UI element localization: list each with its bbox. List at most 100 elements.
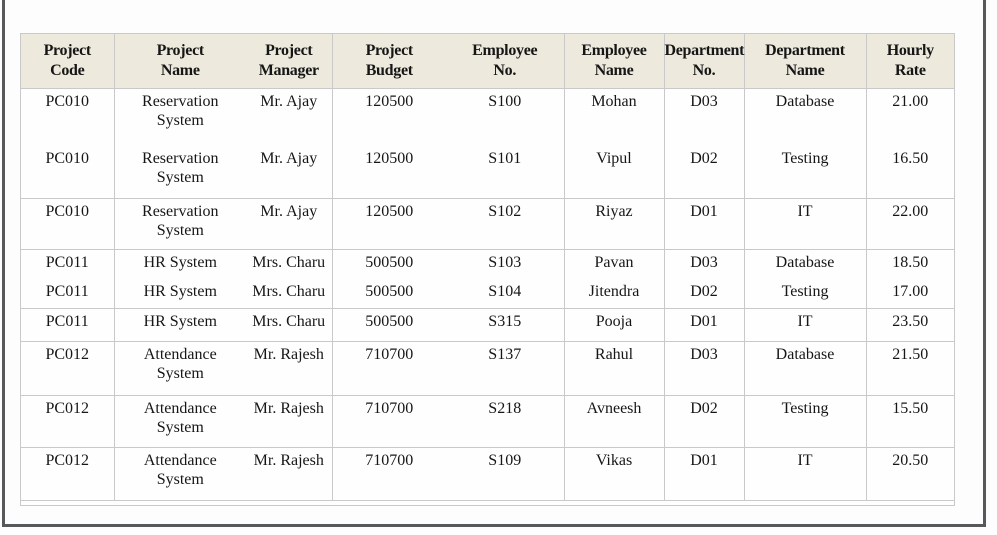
cell-department-name: Database [744, 249, 867, 279]
table-row: PC012 Attendance System Mr. Rajesh 710700 S1… [21, 341, 954, 396]
header-project-budget: Project Budget [332, 34, 446, 89]
cell-project-name: Attendance System [114, 447, 246, 501]
cell-project-manager: Mrs. Charu [246, 308, 333, 342]
cell-project-code: PC012 [21, 341, 115, 396]
cell-department-no: D03 [664, 341, 745, 396]
cell-employee-name: Pooja [564, 308, 665, 342]
cell-project-budget: 120500 [332, 145, 446, 199]
table-row: PC012 Attendance System Mr. Rajesh 710700 S2… [21, 395, 954, 448]
table-row: PC010 Reservation System Mr. Ajay 120500 S10… [21, 88, 954, 146]
table-body: PC010 Reservation System Mr. Ajay 120500 S10… [21, 88, 954, 505]
cell-project-manager: Mr. Rajesh [246, 341, 333, 396]
cell-project-manager: Mrs. Charu [246, 249, 333, 279]
cell-employee-no: S103 [446, 249, 565, 279]
cell-department-no: D03 [664, 88, 745, 146]
cell-employee-name: Avneesh [564, 395, 665, 448]
header-project-name: Project Name [114, 34, 246, 89]
cell-department-no: D01 [664, 308, 745, 342]
cell-department-no: D01 [664, 447, 745, 501]
cell-project-code: PC011 [21, 278, 115, 309]
cell-employee-no: S109 [446, 447, 565, 501]
cell-department-name: IT [744, 447, 867, 501]
header-department-name: Department Name [744, 34, 867, 89]
cell-project-name: HR System [114, 308, 246, 342]
cell-project-manager: Mr. Ajay [246, 88, 333, 146]
cell-employee-no: S100 [446, 88, 565, 146]
cell-hourly-rate: 15.50 [866, 395, 954, 448]
cell-project-code: PC010 [21, 198, 115, 250]
cell-project-budget: 500500 [332, 308, 446, 342]
cell-project-code: PC011 [21, 249, 115, 279]
cell-employee-no: S101 [446, 145, 565, 199]
cell-employee-name: Pavan [564, 249, 665, 279]
table-row: PC010 Reservation System Mr. Ajay 120500 S10… [21, 145, 954, 199]
cell-department-name: Database [744, 341, 867, 396]
cell-project-name: Attendance System [114, 395, 246, 448]
cell-employee-no: S104 [446, 278, 565, 309]
cell-department-no: D01 [664, 198, 745, 250]
cell-employee-name: Mohan [564, 88, 665, 146]
header-hourly-rate: Hourly Rate [866, 34, 954, 89]
cell-department-name: Testing [744, 278, 867, 309]
cell-employee-no: S102 [446, 198, 565, 250]
cell-project-name: Reservation System [114, 145, 246, 199]
cell-department-no: D02 [664, 145, 745, 199]
cell-project-manager: Mr. Ajay [246, 145, 333, 199]
cell-department-name: IT [744, 198, 867, 250]
cell-project-name: HR System [114, 249, 246, 279]
cell-project-budget: 120500 [332, 88, 446, 146]
header-employee-no: Employee No. [446, 34, 565, 89]
cell-hourly-rate: 16.50 [866, 145, 954, 199]
cell-department-no: D02 [664, 278, 745, 309]
table-header: Project Code Project Name Project Manager Proj… [21, 34, 954, 89]
table-row: PC012 Attendance System Mr. Rajesh 710700 S1… [21, 447, 954, 501]
cell-employee-name: Vipul [564, 145, 665, 199]
cell-department-name: Testing [744, 145, 867, 199]
cell-department-no: D02 [664, 395, 745, 448]
table-row: PC010 Reservation System Mr. Ajay 120500 S10… [21, 198, 954, 250]
project-employee-report-table: Project Code Project Name Project Manager Proj… [21, 34, 954, 505]
cell-project-code: PC010 [21, 88, 115, 146]
cell-employee-name: Vikas [564, 447, 665, 501]
cell-project-budget: 120500 [332, 198, 446, 250]
table-row: PC011 HR System Mrs. Charu 500500 S104 Jitend… [21, 278, 954, 309]
cell-project-name: Attendance System [114, 341, 246, 396]
table-row: PC011 HR System Mrs. Charu 500500 S103 Pavan D… [21, 249, 954, 279]
cell-department-name: IT [744, 308, 867, 342]
cell-department-no: D03 [664, 249, 745, 279]
cell-project-name: HR System [114, 278, 246, 309]
table-row: PC011 HR System Mrs. Charu 500500 S315 Pooja D… [21, 308, 954, 342]
cell-employee-name: Riyaz [564, 198, 665, 250]
cell-hourly-rate: 20.50 [866, 447, 954, 501]
cell-project-manager: Mr. Ajay [246, 198, 333, 250]
cell-project-code: PC012 [21, 447, 115, 501]
cell-employee-name: Jitendra [564, 278, 665, 309]
header-row: Project Code Project Name Project Manager Proj… [21, 34, 954, 89]
cell-project-code: PC012 [21, 395, 115, 448]
cell-project-budget: 500500 [332, 278, 446, 309]
cell-hourly-rate: 18.50 [866, 249, 954, 279]
cell-hourly-rate: 22.00 [866, 198, 954, 250]
cell-hourly-rate: 23.50 [866, 308, 954, 342]
cell-project-name: Reservation System [114, 88, 246, 146]
cell-project-name: Reservation System [114, 198, 246, 250]
cell-project-code: PC010 [21, 145, 115, 199]
cell-project-manager: Mr. Rajesh [246, 395, 333, 448]
cell-project-budget: 710700 [332, 341, 446, 396]
header-department-no: Department No. [664, 34, 745, 89]
cell-employee-no: S218 [446, 395, 565, 448]
cell-hourly-rate: 21.00 [866, 88, 954, 146]
cell-project-code: PC011 [21, 308, 115, 342]
cell-employee-no: S315 [446, 308, 565, 342]
table-bottom-spacer [21, 500, 954, 505]
cell-department-name: Testing [744, 395, 867, 448]
cell-project-budget: 710700 [332, 447, 446, 501]
cell-department-name: Database [744, 88, 867, 146]
cell-employee-name: Rahul [564, 341, 665, 396]
page-frame [2, 0, 986, 527]
cell-hourly-rate: 17.00 [866, 278, 954, 309]
cell-employee-no: S137 [446, 341, 565, 396]
header-project-code: Project Code [21, 34, 115, 89]
header-employee-name: Employee Name [564, 34, 665, 89]
cell-project-budget: 500500 [332, 249, 446, 279]
